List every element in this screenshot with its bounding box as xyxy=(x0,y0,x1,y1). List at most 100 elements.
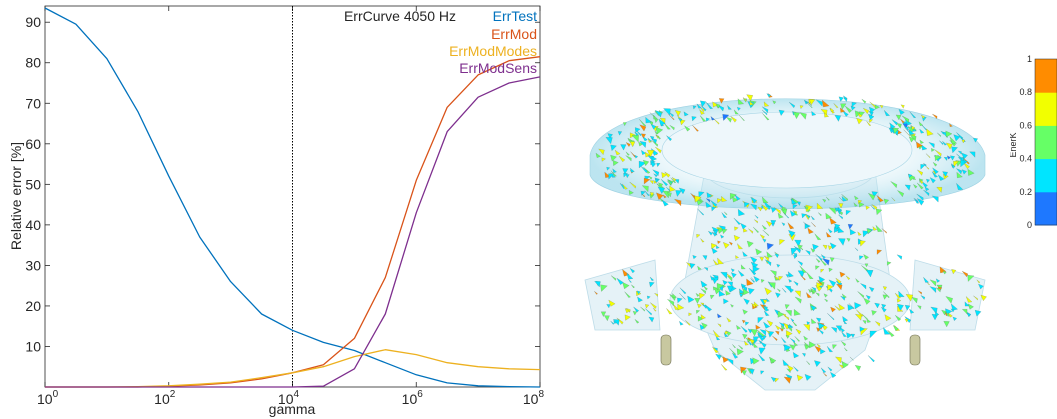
mesh-element xyxy=(875,321,881,327)
mesh-element xyxy=(750,277,755,281)
mesh-element xyxy=(811,222,816,227)
mesh-element xyxy=(892,325,899,331)
mesh-element xyxy=(801,213,807,219)
mesh-element xyxy=(724,211,728,216)
mesh-element xyxy=(890,181,898,189)
mesh-element xyxy=(785,330,793,337)
mesh-element xyxy=(857,200,863,205)
mesh-element xyxy=(932,167,939,174)
mesh-element xyxy=(655,127,664,135)
mesh-element xyxy=(747,340,753,346)
mesh-element xyxy=(866,228,872,234)
mesh-element xyxy=(718,353,723,358)
mesh-element xyxy=(735,255,739,259)
mesh-element xyxy=(829,217,837,225)
mesh-element xyxy=(896,123,902,129)
mesh-element xyxy=(754,219,758,224)
mesh-element xyxy=(656,192,664,200)
mesh-element xyxy=(675,190,682,197)
mesh-element xyxy=(669,112,674,117)
mesh-element xyxy=(736,348,744,356)
mesh-element xyxy=(828,267,833,272)
mesh-element xyxy=(900,118,905,124)
legend-entry: ErrTest xyxy=(493,8,537,24)
mesh-element xyxy=(945,142,953,150)
mesh-element xyxy=(653,180,658,184)
mesh-element xyxy=(757,317,764,324)
mesh-element xyxy=(770,376,776,382)
mesh-element xyxy=(662,194,667,199)
mesh-element xyxy=(961,139,966,144)
mesh-element xyxy=(931,148,935,152)
mesh-element xyxy=(827,313,835,321)
mesh-element xyxy=(750,278,755,283)
mesh-element xyxy=(805,214,810,219)
mesh-element xyxy=(838,238,846,246)
mesh-element xyxy=(838,203,844,209)
mesh-element xyxy=(775,324,781,331)
mesh-element xyxy=(967,169,975,176)
mesh-element xyxy=(762,109,768,116)
mesh-element xyxy=(782,313,787,318)
mesh-element xyxy=(614,149,621,156)
colorbar-gradient xyxy=(1035,59,1057,226)
energy-colorbar: 1 0.8 0.6 0.4 0.2 0 EnerK xyxy=(1010,55,1057,230)
mesh-element xyxy=(904,184,911,191)
mesh-element xyxy=(746,94,753,102)
mesh-element xyxy=(807,227,814,234)
mesh-element xyxy=(624,314,631,321)
mesh-element xyxy=(793,281,799,286)
mesh-element xyxy=(730,304,734,308)
mesh-element xyxy=(753,226,759,233)
mesh-element xyxy=(669,294,676,301)
mesh-element xyxy=(696,199,703,206)
mesh-element xyxy=(788,278,793,283)
mesh-element xyxy=(637,296,643,303)
mesh-element xyxy=(677,303,685,311)
mesh-element xyxy=(820,269,825,273)
mesh-element xyxy=(761,204,768,211)
mesh-element xyxy=(781,337,787,343)
mesh-element xyxy=(932,113,938,120)
mesh-element xyxy=(625,142,631,147)
mesh-element xyxy=(887,261,892,266)
mesh-element xyxy=(659,117,666,124)
mesh-element xyxy=(838,303,846,311)
mesh-element xyxy=(792,352,800,359)
mesh-element xyxy=(917,290,922,295)
mesh-element xyxy=(891,197,896,202)
mesh-element xyxy=(762,229,769,237)
mesh-element xyxy=(759,329,767,336)
mesh-element xyxy=(871,310,877,316)
mesh-element xyxy=(794,296,802,304)
mesh-element xyxy=(840,107,846,113)
mesh-element xyxy=(722,228,728,235)
mesh-element xyxy=(815,258,821,263)
mesh-element xyxy=(700,100,707,107)
mesh-element xyxy=(862,320,867,325)
mesh-element xyxy=(727,105,732,110)
mesh-element xyxy=(664,171,671,178)
mesh-element xyxy=(830,107,835,112)
mesh-element xyxy=(658,118,666,126)
mesh-element xyxy=(639,119,647,127)
mesh-element-markers xyxy=(594,93,987,384)
mesh-element xyxy=(748,268,757,276)
mesh-element xyxy=(969,151,976,158)
mesh-element xyxy=(853,202,858,207)
mesh-element xyxy=(647,149,655,158)
mesh-element xyxy=(723,242,730,249)
mesh-element xyxy=(657,182,664,188)
mesh-element xyxy=(630,167,635,173)
mesh-element xyxy=(928,142,935,149)
mesh-element xyxy=(697,265,702,271)
mesh-element xyxy=(931,313,938,321)
mesh-element xyxy=(937,174,945,181)
mesh-element xyxy=(895,114,902,121)
mesh-element xyxy=(750,196,757,204)
mesh-element xyxy=(930,306,938,314)
mesh-element xyxy=(842,110,849,117)
mesh-element xyxy=(700,238,705,243)
mesh-element xyxy=(712,286,717,291)
mesh-element xyxy=(710,294,715,300)
